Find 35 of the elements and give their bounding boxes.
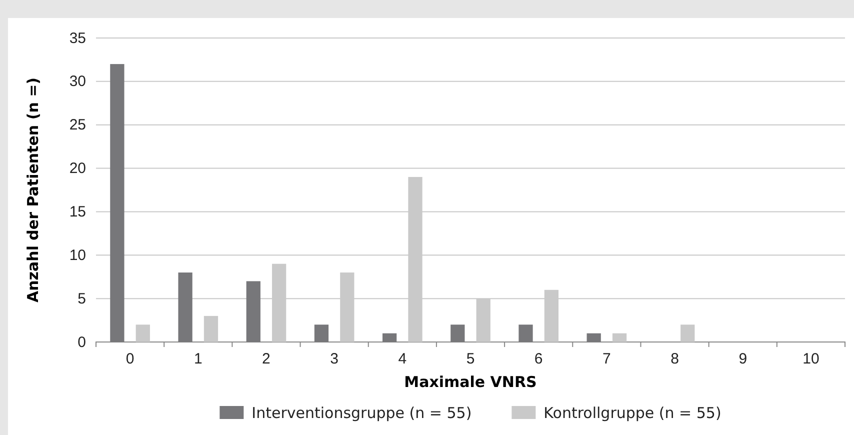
bar — [204, 316, 218, 342]
x-tick-label: 10 — [802, 350, 820, 368]
bar — [314, 324, 329, 342]
x-tick-label: 5 — [466, 350, 475, 368]
bar — [586, 333, 601, 342]
y-tick-label: 30 — [69, 73, 86, 90]
y-tick-label: 5 — [78, 290, 86, 308]
y-tick-label: 10 — [69, 246, 86, 264]
bar — [136, 324, 150, 342]
x-tick-label: 0 — [126, 350, 134, 368]
bar — [612, 333, 627, 342]
y-tick-label: 25 — [69, 116, 86, 134]
bar — [450, 324, 465, 342]
y-tick-label: 35 — [69, 30, 86, 47]
x-axis-title: Maximale VNRS — [404, 373, 537, 391]
x-tick-label: 7 — [602, 350, 611, 368]
bar — [680, 324, 695, 342]
y-tick-label: 15 — [69, 204, 86, 221]
x-tick-label: 6 — [534, 350, 543, 368]
bar — [518, 324, 533, 342]
y-tick-label: 20 — [69, 160, 86, 178]
x-tick-label: 9 — [738, 350, 748, 368]
bar — [178, 272, 192, 342]
bar — [382, 333, 397, 342]
x-tick-label: 1 — [194, 350, 202, 368]
bar — [110, 64, 124, 342]
x-tick-label: 8 — [670, 350, 679, 368]
legend-label: Interventionsgruppe (n = 55) — [252, 404, 472, 422]
bar — [246, 281, 260, 342]
legend-label: Kontrollgruppe (n = 55) — [544, 404, 722, 422]
x-tick-label: 4 — [398, 350, 407, 368]
x-tick-label: 3 — [330, 350, 338, 368]
y-tick-label: 0 — [78, 334, 86, 351]
y-axis-title: Anzahl der Patienten (n =) — [24, 77, 42, 303]
x-tick-label: 2 — [262, 350, 270, 368]
